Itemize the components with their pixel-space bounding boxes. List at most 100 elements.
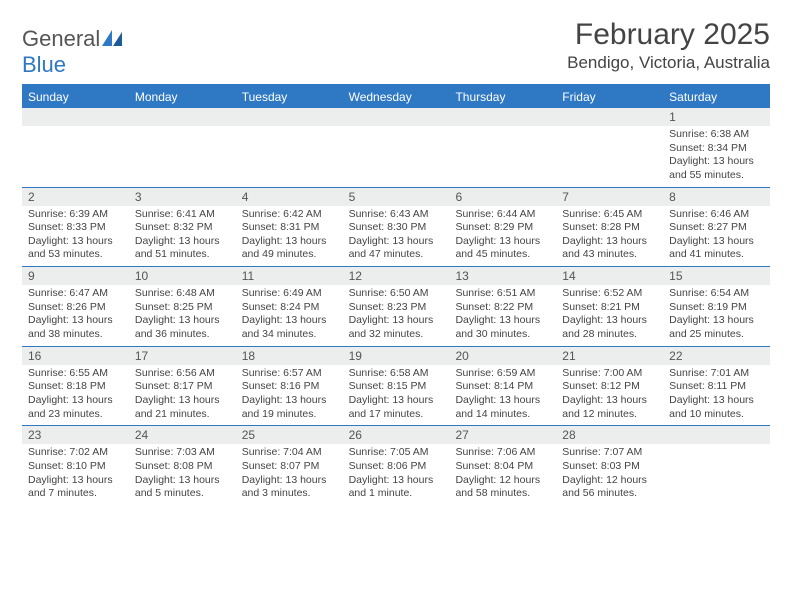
detail-line: Daylight: 13 hours: [455, 235, 550, 249]
detail-line: Sunset: 8:23 PM: [349, 301, 444, 315]
detail-line: Sunset: 8:28 PM: [562, 221, 657, 235]
detail-line: Sunrise: 6:45 AM: [562, 208, 657, 222]
detail-line: Sunset: 8:12 PM: [562, 380, 657, 394]
day-cell: 19Sunrise: 6:58 AMSunset: 8:15 PMDayligh…: [343, 347, 450, 426]
day-cell: [343, 108, 450, 187]
day-cell: 24Sunrise: 7:03 AMSunset: 8:08 PMDayligh…: [129, 426, 236, 505]
detail-line: Daylight: 13 hours: [242, 314, 337, 328]
day-details: Sunrise: 7:05 AMSunset: 8:06 PMDaylight:…: [343, 444, 450, 505]
weeks-container: 1Sunrise: 6:38 AMSunset: 8:34 PMDaylight…: [22, 108, 770, 505]
day-header-cell: Monday: [129, 86, 236, 108]
day-details: Sunrise: 6:45 AMSunset: 8:28 PMDaylight:…: [556, 206, 663, 267]
day-number: 19: [343, 347, 450, 365]
day-cell: 2Sunrise: 6:39 AMSunset: 8:33 PMDaylight…: [22, 188, 129, 267]
day-details: Sunrise: 6:50 AMSunset: 8:23 PMDaylight:…: [343, 285, 450, 346]
detail-line: Sunrise: 6:55 AM: [28, 367, 123, 381]
day-number: 28: [556, 426, 663, 444]
day-details: Sunrise: 6:39 AMSunset: 8:33 PMDaylight:…: [22, 206, 129, 267]
detail-line: and 17 minutes.: [349, 408, 444, 422]
calendar: SundayMondayTuesdayWednesdayThursdayFrid…: [22, 84, 770, 505]
day-number: 25: [236, 426, 343, 444]
detail-line: Daylight: 13 hours: [135, 394, 230, 408]
detail-line: Sunset: 8:30 PM: [349, 221, 444, 235]
day-number: 3: [129, 188, 236, 206]
detail-line: Sunset: 8:11 PM: [669, 380, 764, 394]
day-header-cell: Wednesday: [343, 86, 450, 108]
day-details: Sunrise: 7:00 AMSunset: 8:12 PMDaylight:…: [556, 365, 663, 426]
detail-line: Daylight: 13 hours: [669, 314, 764, 328]
detail-line: Sunrise: 7:01 AM: [669, 367, 764, 381]
day-number: 17: [129, 347, 236, 365]
day-cell: 10Sunrise: 6:48 AMSunset: 8:25 PMDayligh…: [129, 267, 236, 346]
week-row: 9Sunrise: 6:47 AMSunset: 8:26 PMDaylight…: [22, 266, 770, 346]
day-details: Sunrise: 6:43 AMSunset: 8:30 PMDaylight:…: [343, 206, 450, 267]
day-details: Sunrise: 7:07 AMSunset: 8:03 PMDaylight:…: [556, 444, 663, 505]
detail-line: Sunrise: 7:07 AM: [562, 446, 657, 460]
detail-line: and 12 minutes.: [562, 408, 657, 422]
day-cell: 6Sunrise: 6:44 AMSunset: 8:29 PMDaylight…: [449, 188, 556, 267]
week-row: 1Sunrise: 6:38 AMSunset: 8:34 PMDaylight…: [22, 108, 770, 187]
detail-line: Daylight: 13 hours: [455, 314, 550, 328]
detail-line: and 53 minutes.: [28, 248, 123, 262]
day-details: Sunrise: 6:46 AMSunset: 8:27 PMDaylight:…: [663, 206, 770, 267]
detail-line: Daylight: 13 hours: [135, 474, 230, 488]
detail-line: Sunrise: 7:02 AM: [28, 446, 123, 460]
detail-line: and 14 minutes.: [455, 408, 550, 422]
day-cell: 27Sunrise: 7:06 AMSunset: 8:04 PMDayligh…: [449, 426, 556, 505]
detail-line: and 56 minutes.: [562, 487, 657, 501]
day-details: Sunrise: 6:56 AMSunset: 8:17 PMDaylight:…: [129, 365, 236, 426]
logo-word2: Blue: [22, 52, 66, 77]
detail-line: and 47 minutes.: [349, 248, 444, 262]
detail-line: Sunset: 8:15 PM: [349, 380, 444, 394]
day-cell: 3Sunrise: 6:41 AMSunset: 8:32 PMDaylight…: [129, 188, 236, 267]
page-header: General Blue February 2025 Bendigo, Vict…: [22, 18, 770, 78]
detail-line: Sunrise: 6:47 AM: [28, 287, 123, 301]
detail-line: Daylight: 13 hours: [242, 394, 337, 408]
detail-line: Sunset: 8:29 PM: [455, 221, 550, 235]
day-cell: [556, 108, 663, 187]
detail-line: Daylight: 13 hours: [242, 474, 337, 488]
detail-line: Sunrise: 6:56 AM: [135, 367, 230, 381]
detail-line: Sunrise: 6:46 AM: [669, 208, 764, 222]
day-number: 23: [22, 426, 129, 444]
logo: General Blue: [22, 26, 124, 78]
detail-line: and 43 minutes.: [562, 248, 657, 262]
day-number: 12: [343, 267, 450, 285]
detail-line: Sunset: 8:16 PM: [242, 380, 337, 394]
detail-line: and 7 minutes.: [28, 487, 123, 501]
detail-line: Sunset: 8:21 PM: [562, 301, 657, 315]
day-details: Sunrise: 6:51 AMSunset: 8:22 PMDaylight:…: [449, 285, 556, 346]
day-cell: 25Sunrise: 7:04 AMSunset: 8:07 PMDayligh…: [236, 426, 343, 505]
detail-line: and 10 minutes.: [669, 408, 764, 422]
day-cell: 21Sunrise: 7:00 AMSunset: 8:12 PMDayligh…: [556, 347, 663, 426]
day-details: Sunrise: 6:59 AMSunset: 8:14 PMDaylight:…: [449, 365, 556, 426]
detail-line: Sunrise: 6:54 AM: [669, 287, 764, 301]
day-cell: 15Sunrise: 6:54 AMSunset: 8:19 PMDayligh…: [663, 267, 770, 346]
day-cell: 28Sunrise: 7:07 AMSunset: 8:03 PMDayligh…: [556, 426, 663, 505]
detail-line: and 23 minutes.: [28, 408, 123, 422]
logo-word1: General: [22, 26, 100, 51]
detail-line: Sunrise: 6:52 AM: [562, 287, 657, 301]
detail-line: Sunrise: 7:03 AM: [135, 446, 230, 460]
detail-line: Daylight: 13 hours: [669, 155, 764, 169]
detail-line: Sunset: 8:04 PM: [455, 460, 550, 474]
day-details: Sunrise: 6:55 AMSunset: 8:18 PMDaylight:…: [22, 365, 129, 426]
detail-line: Sunrise: 6:41 AM: [135, 208, 230, 222]
detail-line: Daylight: 13 hours: [349, 394, 444, 408]
detail-line: and 36 minutes.: [135, 328, 230, 342]
day-cell: 14Sunrise: 6:52 AMSunset: 8:21 PMDayligh…: [556, 267, 663, 346]
day-details: Sunrise: 6:48 AMSunset: 8:25 PMDaylight:…: [129, 285, 236, 346]
day-cell: [236, 108, 343, 187]
detail-line: Sunrise: 6:48 AM: [135, 287, 230, 301]
day-details: Sunrise: 6:47 AMSunset: 8:26 PMDaylight:…: [22, 285, 129, 346]
detail-line: Sunset: 8:27 PM: [669, 221, 764, 235]
detail-line: and 38 minutes.: [28, 328, 123, 342]
detail-line: Sunset: 8:17 PM: [135, 380, 230, 394]
day-cell: 12Sunrise: 6:50 AMSunset: 8:23 PMDayligh…: [343, 267, 450, 346]
day-number: [343, 108, 450, 126]
detail-line: Sunrise: 7:04 AM: [242, 446, 337, 460]
detail-line: and 51 minutes.: [135, 248, 230, 262]
detail-line: and 5 minutes.: [135, 487, 230, 501]
day-details: Sunrise: 7:02 AMSunset: 8:10 PMDaylight:…: [22, 444, 129, 505]
detail-line: and 41 minutes.: [669, 248, 764, 262]
